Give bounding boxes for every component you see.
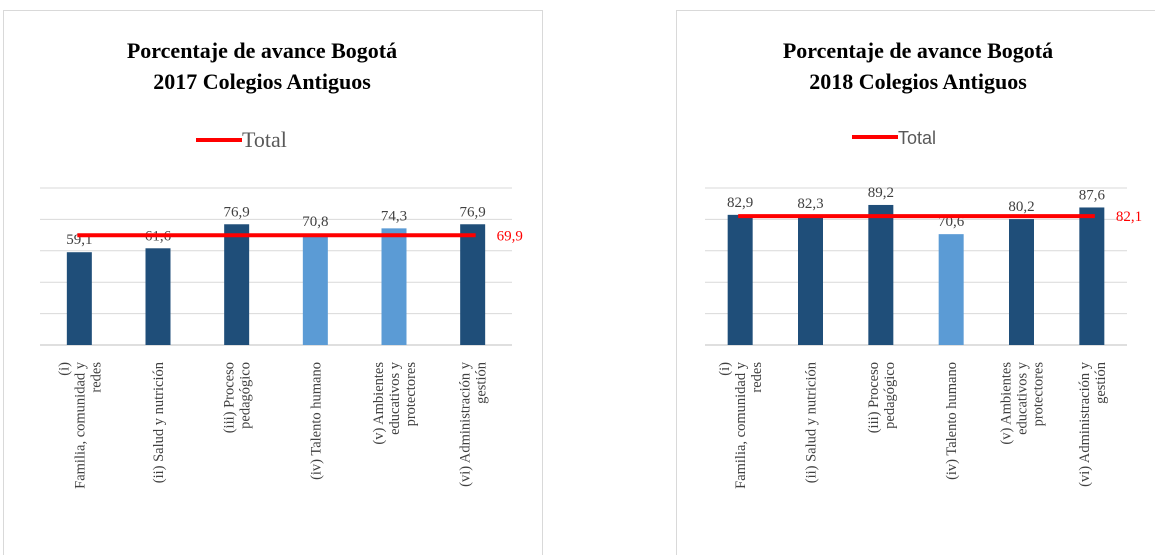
x-tick-label: (iii) Proceso (866, 362, 882, 433)
x-tick-label: Familia, comunidad y (733, 361, 749, 489)
x-tick-label: (vi) Administración y (458, 361, 474, 487)
x-tick-label: Familia, comunidad y (72, 361, 88, 489)
x-tick-label: (ii) Salud y nutrición (804, 361, 820, 483)
legend-label: Total (898, 128, 936, 148)
bar (145, 248, 171, 345)
bar (381, 228, 407, 345)
x-tick-label: protectores (1031, 362, 1047, 427)
x-tick-label: gestión (474, 361, 490, 404)
legend-label: Total (242, 127, 287, 152)
x-tick-label: (i) (56, 362, 72, 376)
x-tick-label: (v) Ambientes (999, 362, 1015, 445)
bar (460, 224, 486, 345)
bar (302, 233, 328, 345)
x-tick-label: (iii) Proceso (222, 362, 238, 433)
data-label: 76,9 (460, 204, 486, 220)
data-label: 82,3 (797, 196, 823, 212)
x-tick-label: (v) Ambientes (371, 362, 387, 445)
x-tick-label: (i) (717, 362, 733, 376)
chart-title: 2017 Colegios Antiguos (153, 69, 371, 94)
chart-title: Porcentaje de avance Bogotá (127, 38, 397, 63)
chart-title: 2018 Colegios Antiguos (809, 69, 1027, 94)
x-tick-label: pedagógico (238, 362, 254, 429)
data-label: 80,2 (1008, 199, 1034, 215)
data-label: 70,8 (302, 214, 328, 230)
total-label: 69,9 (497, 228, 523, 244)
x-tick-label: pedagógico (882, 362, 898, 429)
x-tick-label: (iv) Talento humano (308, 362, 324, 480)
data-label: 87,6 (1079, 187, 1106, 203)
x-tick-label: redes (749, 362, 765, 393)
x-tick-label: (ii) Salud y nutrición (151, 361, 167, 483)
data-label: 82,9 (727, 195, 753, 211)
bar (224, 224, 250, 345)
x-tick-label: gestión (1093, 361, 1109, 404)
bar (1079, 207, 1105, 345)
x-tick-label: educativos y (387, 361, 403, 435)
bar (727, 214, 753, 345)
bar (868, 204, 894, 345)
bar (66, 252, 92, 345)
data-label: 74,3 (381, 208, 407, 224)
panel-border (3, 10, 543, 555)
bar (938, 234, 964, 345)
x-tick-label: (vi) Administración y (1077, 361, 1093, 487)
data-label: 70,6 (938, 214, 965, 230)
x-tick-label: protectores (403, 362, 419, 427)
data-label: 76,9 (224, 204, 250, 220)
x-tick-label: redes (88, 362, 104, 393)
bar (1009, 219, 1034, 345)
chart-title: Porcentaje de avance Bogotá (783, 38, 1053, 63)
bar (798, 215, 823, 345)
data-label: 89,2 (868, 185, 894, 201)
x-tick-label: educativos y (1015, 361, 1031, 435)
x-tick-label: (iv) Talento humano (944, 362, 960, 480)
total-label: 82,1 (1116, 209, 1142, 225)
panel-border (676, 10, 1155, 555)
